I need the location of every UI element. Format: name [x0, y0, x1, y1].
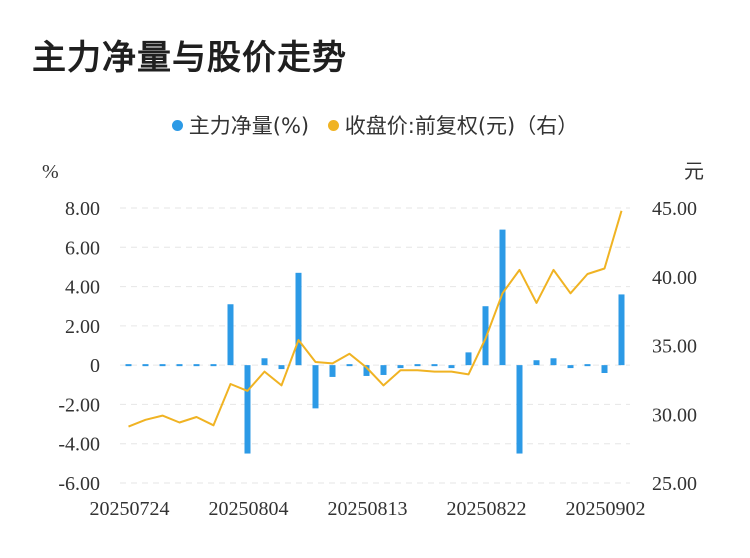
right-axis-tick-label: 45.00: [652, 198, 697, 220]
x-axis-tick-label: 20250724: [90, 498, 170, 520]
bar-net-volume: [516, 365, 523, 454]
legend-label-close-price: 收盘价:前复权(元)（右）: [344, 114, 579, 138]
bar-net-volume: [414, 364, 421, 367]
bar-net-volume: [227, 304, 234, 366]
chart-title: 主力净量与股价走势: [32, 38, 347, 78]
right-axis-unit: 元: [684, 159, 704, 183]
left-axis-tick-label: -4.00: [58, 434, 100, 456]
bar-net-volume: [601, 365, 608, 373]
right-axis-tick-label: 30.00: [652, 404, 697, 426]
right-axis-tick-label: 35.00: [652, 336, 697, 358]
bar-net-volume: [312, 365, 319, 409]
left-axis-tick-label: 4.00: [65, 277, 100, 299]
bar-net-volume: [346, 364, 353, 367]
bar-net-volume: [584, 364, 591, 367]
left-axis-tick-label: 6.00: [65, 237, 100, 259]
legend-marker-close-price: [327, 119, 339, 131]
bar-net-volume: [295, 272, 302, 366]
bar-net-volume: [125, 364, 132, 367]
legend: 主力净量(%) 收盘价:前复权(元)（右）: [0, 110, 750, 140]
x-axis-tick-label: 20250822: [447, 498, 527, 520]
bar-net-volume: [431, 364, 438, 367]
left-axis-tick-label: -2.00: [58, 394, 100, 416]
line-close-price: [128, 210, 623, 428]
bar-net-volume: [210, 364, 217, 367]
legend-label-net-volume: 主力净量(%): [188, 114, 310, 138]
x-axis-tick-label: 20250902: [566, 498, 646, 520]
left-axis-unit: %: [42, 161, 59, 183]
right-axis-tick-label: 40.00: [652, 267, 697, 289]
bar-net-volume: [567, 365, 574, 369]
left-axis-tick-label: 8.00: [65, 198, 100, 220]
bar-net-volume: [618, 294, 625, 366]
bar-net-volume: [499, 229, 506, 366]
right-axis-tick-label: 25.00: [652, 473, 697, 495]
bar-net-volume: [159, 364, 166, 367]
bar-net-volume: [142, 364, 149, 367]
bar-net-volume: [278, 365, 285, 370]
bar-net-volume: [482, 306, 489, 366]
bar-net-volume: [465, 352, 472, 366]
x-axis-tick-label: 20250813: [328, 498, 408, 520]
left-axis-tick-label: 2.00: [65, 316, 100, 338]
bar-net-volume: [176, 364, 183, 367]
left-axis-tick-label: -6.00: [58, 473, 100, 495]
bar-net-volume: [193, 364, 200, 367]
bar-net-volume: [329, 365, 336, 377]
bar-net-volume: [550, 358, 557, 366]
bar-net-volume: [244, 365, 251, 454]
legend-marker-net-volume: [171, 119, 183, 131]
bar-net-volume: [261, 358, 268, 366]
legend-item-net-volume[interactable]: 主力净量(%): [171, 110, 310, 140]
bar-net-volume: [448, 365, 455, 369]
bar-net-volume: [380, 365, 387, 375]
bar-net-volume: [397, 365, 404, 369]
legend-item-close-price[interactable]: 收盘价:前复权(元)（右）: [327, 110, 579, 140]
bar-net-volume: [533, 360, 540, 366]
x-axis-tick-label: 20250804: [209, 498, 289, 520]
bar-net-volume: [363, 365, 370, 376]
left-axis-tick-label: 0: [90, 355, 100, 377]
